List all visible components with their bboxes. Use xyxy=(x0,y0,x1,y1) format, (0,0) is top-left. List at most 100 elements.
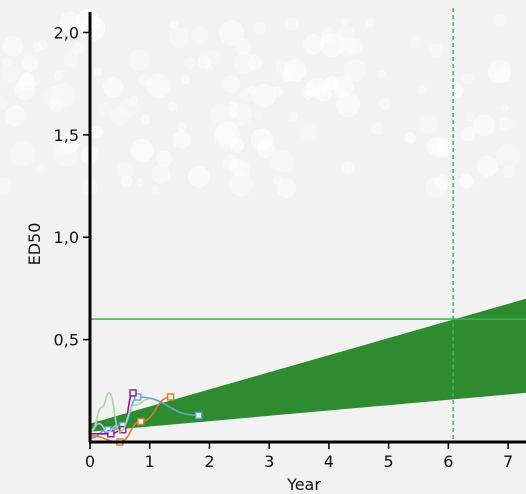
background-dot xyxy=(140,114,151,125)
background-dot xyxy=(172,130,191,149)
background-dot xyxy=(252,83,277,108)
background-dot xyxy=(239,87,255,103)
background-dot xyxy=(473,114,496,137)
background-dot xyxy=(487,59,512,84)
ticks-layer: 0 1 2 3 4 5 6 7 0,5 1,0 1,5 2,0 xyxy=(54,23,514,471)
background-dot xyxy=(425,176,447,199)
background-dot xyxy=(228,109,238,118)
background-dot xyxy=(227,102,253,127)
background-dot xyxy=(324,76,339,90)
axes-layer xyxy=(88,12,526,444)
x-tick-label: 2 xyxy=(204,452,214,471)
background-dot xyxy=(136,178,145,187)
background-dot xyxy=(50,82,77,109)
background-dot xyxy=(419,115,438,134)
background-dot xyxy=(167,102,178,112)
background-dots-decoration xyxy=(0,8,521,199)
background-dot xyxy=(273,175,283,186)
background-dot xyxy=(103,76,124,98)
background-dot xyxy=(109,106,129,126)
background-dot xyxy=(197,55,211,70)
background-dot xyxy=(214,121,241,147)
background-dot xyxy=(0,63,20,83)
background-dot xyxy=(21,55,39,73)
background-dot xyxy=(76,8,100,33)
background-dot xyxy=(417,85,428,95)
background-dot xyxy=(404,132,417,144)
background-dot xyxy=(138,73,153,87)
background-dot xyxy=(218,20,245,46)
background-dot xyxy=(2,35,24,57)
background-dot xyxy=(410,37,422,49)
background-dot xyxy=(0,94,9,111)
x-tick-label: 1 xyxy=(145,452,155,471)
x-tick-label: 6 xyxy=(443,452,453,471)
background-dot xyxy=(183,56,196,69)
background-dot xyxy=(151,164,171,184)
background-dot xyxy=(71,42,85,55)
background-dot xyxy=(340,17,349,26)
background-dot xyxy=(437,138,456,157)
background-dot xyxy=(270,149,295,173)
confidence-band-layer xyxy=(90,298,526,432)
background-dot xyxy=(230,159,250,178)
y-tick-label: 1,5 xyxy=(54,126,79,145)
background-dot xyxy=(247,55,263,71)
x-tick-label: 3 xyxy=(264,452,274,471)
y-axis-title: ED50 xyxy=(25,223,44,266)
background-dot xyxy=(284,17,299,31)
background-dot xyxy=(498,116,513,131)
background-dot xyxy=(19,72,34,87)
background-dot xyxy=(130,138,154,162)
background-dot xyxy=(459,173,474,189)
background-dot xyxy=(180,74,190,85)
reference-lines-layer xyxy=(90,8,526,442)
background-dot xyxy=(191,26,209,45)
background-dot xyxy=(379,97,392,110)
background-dot xyxy=(5,105,26,127)
background-dot xyxy=(35,165,46,175)
background-dot xyxy=(337,24,355,42)
background-dot xyxy=(377,70,386,79)
background-dot xyxy=(63,50,80,67)
series-point-marker xyxy=(194,411,203,420)
background-dot xyxy=(37,39,49,50)
background-dot xyxy=(229,172,254,197)
background-dot xyxy=(343,59,366,82)
background-dot xyxy=(59,11,81,33)
background-dot xyxy=(256,139,275,159)
background-dot xyxy=(120,175,133,188)
background-dot xyxy=(461,72,474,85)
background-dot xyxy=(320,27,336,43)
background-dot xyxy=(118,99,137,118)
background-dot xyxy=(341,161,354,174)
background-dot xyxy=(169,20,179,30)
background-dot xyxy=(321,32,331,42)
series-line-5 xyxy=(91,422,118,433)
x-tick-label: 4 xyxy=(324,452,334,471)
background-dot xyxy=(128,95,139,106)
background-dot xyxy=(300,123,317,141)
background-dot xyxy=(448,82,464,98)
background-dot xyxy=(117,162,134,179)
background-dot xyxy=(500,103,510,112)
background-dot xyxy=(336,92,361,118)
background-dot xyxy=(214,128,237,151)
background-dot xyxy=(429,43,444,58)
background-dot xyxy=(61,133,80,153)
x-tick-label: 7 xyxy=(503,452,513,471)
y-tick-label: 0,5 xyxy=(54,331,79,350)
background-dot xyxy=(9,141,36,167)
background-dot xyxy=(146,73,171,98)
series-line-2 xyxy=(91,392,134,435)
background-dot xyxy=(228,158,245,175)
background-dot xyxy=(315,85,332,102)
background-dot xyxy=(253,110,263,121)
background-dot xyxy=(48,96,65,113)
background-dot xyxy=(0,176,12,196)
background-dot xyxy=(2,56,13,67)
background-dot xyxy=(235,38,252,55)
background-dot xyxy=(492,13,507,28)
background-dot xyxy=(370,122,384,136)
background-dot xyxy=(90,125,103,138)
